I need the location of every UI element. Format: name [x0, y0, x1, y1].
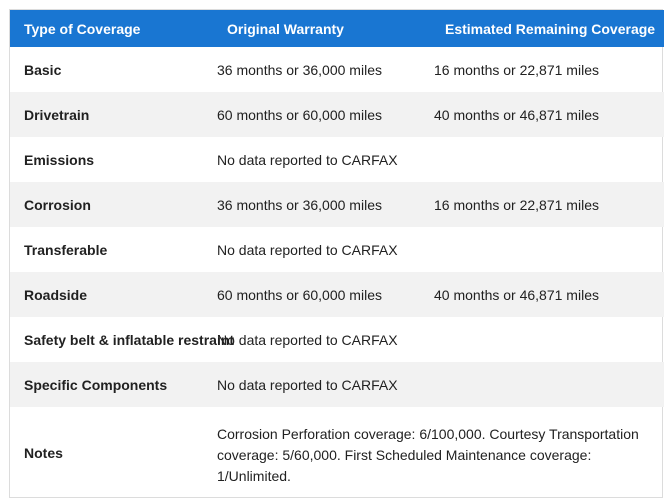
remaining-coverage-cell: [431, 362, 664, 407]
remaining-coverage-cell: [431, 137, 664, 182]
table-row-roadside: Roadside 60 months or 60,000 miles 40 mo…: [10, 272, 664, 317]
remaining-coverage-cell: [431, 227, 664, 272]
coverage-type-cell: Basic: [24, 61, 62, 78]
original-warranty-cell: 36 months or 36,000 miles: [213, 182, 431, 227]
coverage-type-cell: Drivetrain: [10, 92, 213, 137]
coverage-type-cell: Emissions: [24, 151, 95, 168]
original-warranty-cell: 60 months or 60,000 miles: [213, 92, 431, 137]
table-row-notes: Notes Corrosion Perforation coverage: 6/…: [10, 407, 664, 499]
table-body: Basic 36 months or 36,000 miles 16 month…: [10, 47, 664, 499]
notes-label-cell: Notes: [24, 445, 63, 461]
table-row-safety-belt: Safety belt & inflatable restraint No da…: [10, 317, 664, 362]
coverage-type-cell: Transferable: [24, 241, 108, 258]
original-warranty-cell: No data reported to CARFAX: [213, 362, 431, 407]
coverage-type-cell: Specific Components: [10, 362, 213, 407]
table-row-basic: Basic 36 months or 36,000 miles 16 month…: [10, 47, 664, 92]
table-row-emissions: Emissions No data reported to CARFAX: [10, 137, 664, 182]
header-row: Type of Coverage Original Warranty Estim…: [10, 10, 664, 47]
coverage-type-cell: Safety belt & inflatable restraint: [24, 331, 235, 348]
table-row-corrosion: Corrosion 36 months or 36,000 miles 16 m…: [10, 182, 664, 227]
table-row-transferable: Transferable No data reported to CARFAX: [10, 227, 664, 272]
table-header: Type of Coverage Original Warranty Estim…: [10, 10, 664, 47]
header-type-of-coverage: Type of Coverage: [10, 10, 213, 47]
table-row-drivetrain: Drivetrain 60 months or 60,000 miles 40 …: [10, 92, 664, 137]
original-warranty-cell: No data reported to CARFAX: [217, 241, 398, 258]
remaining-coverage-cell: 16 months or 22,871 miles: [431, 182, 664, 227]
warranty-coverage-table: Type of Coverage Original Warranty Estim…: [10, 10, 664, 499]
original-warranty-cell: 60 months or 60,000 miles: [213, 272, 431, 317]
remaining-coverage-cell: 40 months or 46,871 miles: [431, 272, 664, 317]
original-warranty-cell: No data reported to CARFAX: [217, 331, 398, 348]
original-warranty-cell: 36 months or 36,000 miles: [217, 61, 382, 78]
coverage-type-cell: Roadside: [10, 272, 213, 317]
remaining-coverage-cell: 16 months or 22,871 miles: [434, 61, 599, 78]
table-row-specific-components: Specific Components No data reported to …: [10, 362, 664, 407]
notes-text-cell: Corrosion Perforation coverage: 6/100,00…: [217, 425, 639, 484]
header-original-warranty: Original Warranty: [213, 10, 431, 47]
warranty-coverage-table-container: Type of Coverage Original Warranty Estim…: [9, 9, 664, 499]
coverage-type-cell: Corrosion: [10, 182, 213, 227]
header-estimated-remaining-coverage: Estimated Remaining Coverage: [431, 10, 664, 47]
remaining-coverage-cell: 40 months or 46,871 miles: [431, 92, 664, 137]
remaining-coverage-cell: [431, 317, 664, 362]
original-warranty-cell: No data reported to CARFAX: [217, 151, 398, 168]
